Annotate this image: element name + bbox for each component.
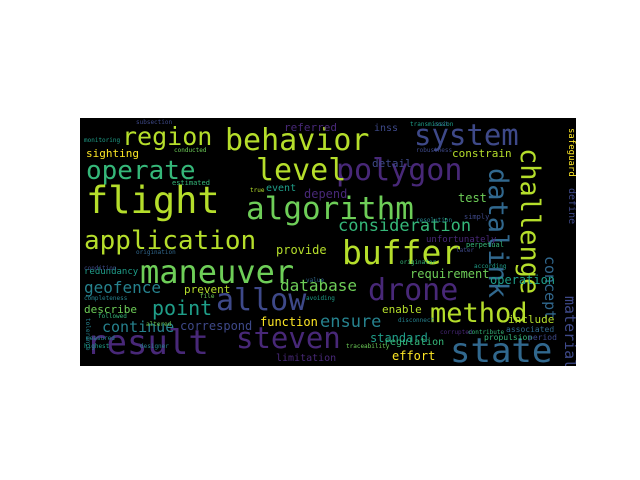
word: database (280, 276, 358, 295)
word: polygon (336, 153, 463, 188)
word: highest (84, 343, 110, 350)
word: followed (98, 313, 127, 320)
word: altered (146, 321, 172, 328)
word: behavior (225, 123, 370, 158)
word: sighting (86, 147, 139, 160)
word: result (86, 323, 209, 363)
word: later (456, 247, 475, 254)
word: resolution (416, 217, 453, 224)
word: safeguard (566, 128, 576, 177)
word: function (260, 315, 318, 329)
word: flight (86, 179, 220, 222)
word: referred (284, 121, 337, 134)
word: unfortunately (426, 235, 497, 245)
word: according (474, 263, 507, 270)
word: region (122, 122, 213, 151)
word: operation (490, 273, 556, 287)
word: estimated (172, 179, 210, 187)
word: disconnect (398, 317, 435, 324)
word: steven (236, 321, 341, 355)
word: level (256, 153, 347, 188)
word: file (200, 293, 215, 300)
word: state (450, 331, 553, 366)
word: value (306, 277, 325, 284)
word: propulsion (484, 333, 533, 342)
word: allow (216, 283, 307, 318)
word: limitation (276, 353, 337, 364)
word: completeness (84, 295, 128, 302)
word: associated (506, 325, 555, 334)
word: event (266, 183, 297, 194)
word: detail (372, 157, 412, 170)
word: inss (374, 123, 399, 134)
word: regulation (384, 337, 445, 348)
word: provide (276, 243, 327, 257)
word: consideration (338, 216, 472, 236)
word: monitoring (84, 137, 121, 144)
word: effort (392, 349, 436, 363)
word: continue (102, 318, 175, 336)
word: period (528, 333, 557, 342)
word: enable (382, 303, 422, 316)
word: condition (84, 265, 117, 272)
word: algorithm (246, 191, 414, 227)
word: originator (400, 259, 437, 266)
word: concept (541, 256, 559, 320)
word: standard (370, 331, 428, 345)
word: traceability (346, 343, 390, 350)
word: constrain (452, 147, 512, 160)
word: perpetual (466, 241, 504, 249)
word: corrupted (440, 329, 473, 336)
word: challenge (514, 148, 545, 295)
word: prevent (184, 283, 231, 296)
word: operate (86, 156, 196, 186)
word: method (430, 298, 528, 329)
word: drone (368, 273, 459, 308)
word: point (152, 296, 213, 320)
word: robustness (416, 147, 453, 154)
word: depend (304, 187, 348, 201)
word: simply (464, 213, 490, 221)
word: conducted (174, 147, 207, 154)
word: include (508, 313, 555, 326)
word: application (84, 226, 257, 256)
word: geofence (84, 278, 162, 297)
word: transmission (410, 121, 454, 128)
word: designer (140, 343, 169, 350)
word: material (561, 296, 576, 366)
word: maneuver (140, 253, 295, 291)
word: contribute (468, 329, 505, 336)
word: tolerance (84, 318, 91, 351)
word: redundancy (84, 267, 139, 277)
word: describe (84, 303, 137, 316)
word-cloud: flight algorithm behavior system polygon… (80, 118, 576, 366)
word: cost (434, 121, 449, 128)
word: test (458, 191, 487, 205)
word: correspond (180, 319, 253, 333)
word: subsection (136, 119, 173, 126)
word: buffer (342, 233, 462, 272)
word: avoiding (306, 295, 335, 302)
word: datalink (482, 168, 513, 299)
word: origination (136, 249, 176, 256)
word: measured (86, 335, 115, 342)
word: true (250, 187, 265, 194)
word: ensure (320, 312, 382, 332)
word: requirement (410, 267, 490, 281)
word: system (414, 118, 519, 152)
word: define (566, 188, 576, 225)
